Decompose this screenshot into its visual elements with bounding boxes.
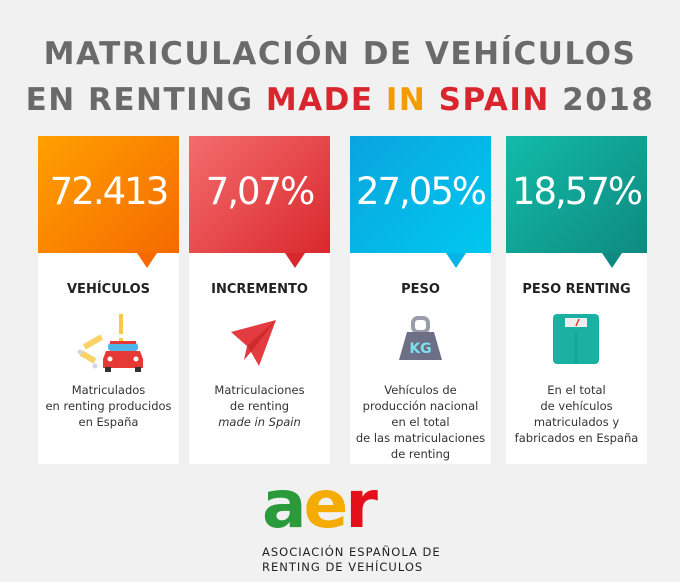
desc-line: made in Spain xyxy=(218,415,301,429)
desc-line: de renting xyxy=(390,447,451,461)
desc-line: de vehículos xyxy=(540,399,613,413)
title-year: 2018 xyxy=(562,82,655,118)
desc-line: en renting producidos xyxy=(45,399,172,413)
desc-line: de las matriculaciones xyxy=(355,431,486,445)
aer-logo: aer xyxy=(262,470,378,540)
logo-letter-e: e xyxy=(303,466,349,543)
title-spain: SPAIN xyxy=(438,82,550,118)
card-label: PESO RENTING xyxy=(522,282,631,297)
card-vehiculos: 72.413 VEHÍCULOS Matriculados en renting… xyxy=(38,136,179,464)
desc-line: Matriculados xyxy=(71,383,146,397)
desc-line: fabricados en España xyxy=(514,431,639,445)
logo-line-1: ASOCIACIÓN ESPAÑOLA DE xyxy=(262,545,441,559)
card-incremento: 7,07% INCREMENTO Matriculaciones de rent… xyxy=(189,136,330,464)
logo-line-2: RENTING DE VEHÍCULOS xyxy=(262,560,424,574)
logo-letter-r: r xyxy=(345,466,378,543)
pointer xyxy=(446,253,466,268)
card-peso: 27,05% PESO KG Vehículos de producción n… xyxy=(350,136,491,464)
card-description: En el total de vehículos matriculados y … xyxy=(506,382,647,446)
card-description: Vehículos de producción nacional en el t… xyxy=(350,382,491,462)
title-made: MADE xyxy=(265,82,374,118)
desc-line: de renting xyxy=(229,399,290,413)
card-peso-renting: 18,57% PESO RENTING En el total de vehíc… xyxy=(506,136,647,464)
stat-value: 18,57% xyxy=(511,170,643,213)
title-in: IN xyxy=(385,82,427,118)
stat-panel: 72.413 xyxy=(38,136,179,268)
stat-panel: 27,05% xyxy=(350,136,491,268)
desc-line: en el total xyxy=(391,415,450,429)
title-en-renting: EN RENTING xyxy=(25,82,254,118)
desc-line: producción nacional xyxy=(362,399,479,413)
logo-subtitle: ASOCIACIÓN ESPAÑOLA DE RENTING DE VEHÍCU… xyxy=(262,545,441,575)
card-description: Matriculaciones de renting made in Spain xyxy=(189,382,330,430)
pointer xyxy=(602,253,622,268)
desc-line: En el total xyxy=(547,383,606,397)
pointer xyxy=(285,253,305,268)
kg-weight-icon: KG xyxy=(350,314,491,374)
stat-value: 27,05% xyxy=(355,170,487,213)
title-line-1: MATRICULACIÓN DE VEHÍCULOS xyxy=(43,36,637,72)
stat-panel: 18,57% xyxy=(506,136,647,268)
desc-line: Matriculaciones xyxy=(214,383,305,397)
desc-line: matriculados y xyxy=(533,415,620,429)
stat-value: 7,07% xyxy=(205,170,316,213)
stat-panel: 7,07% xyxy=(189,136,330,268)
svg-text:KG: KG xyxy=(409,341,431,357)
paper-plane-icon xyxy=(189,314,330,374)
desc-line: en España xyxy=(78,415,139,429)
pointer xyxy=(137,253,157,268)
car-icon xyxy=(38,314,179,374)
card-label: VEHÍCULOS xyxy=(67,282,150,297)
logo-letter-a: a xyxy=(262,466,307,543)
card-label: INCREMENTO xyxy=(211,282,308,297)
desc-line: Vehículos de xyxy=(384,383,457,397)
title-line-2: EN RENTING MADE IN SPAIN 2018 xyxy=(0,82,680,118)
stat-value: 72.413 xyxy=(49,170,169,213)
card-description: Matriculados en renting producidos en Es… xyxy=(38,382,179,430)
scale-icon xyxy=(506,314,647,374)
card-label: PESO xyxy=(401,282,440,297)
